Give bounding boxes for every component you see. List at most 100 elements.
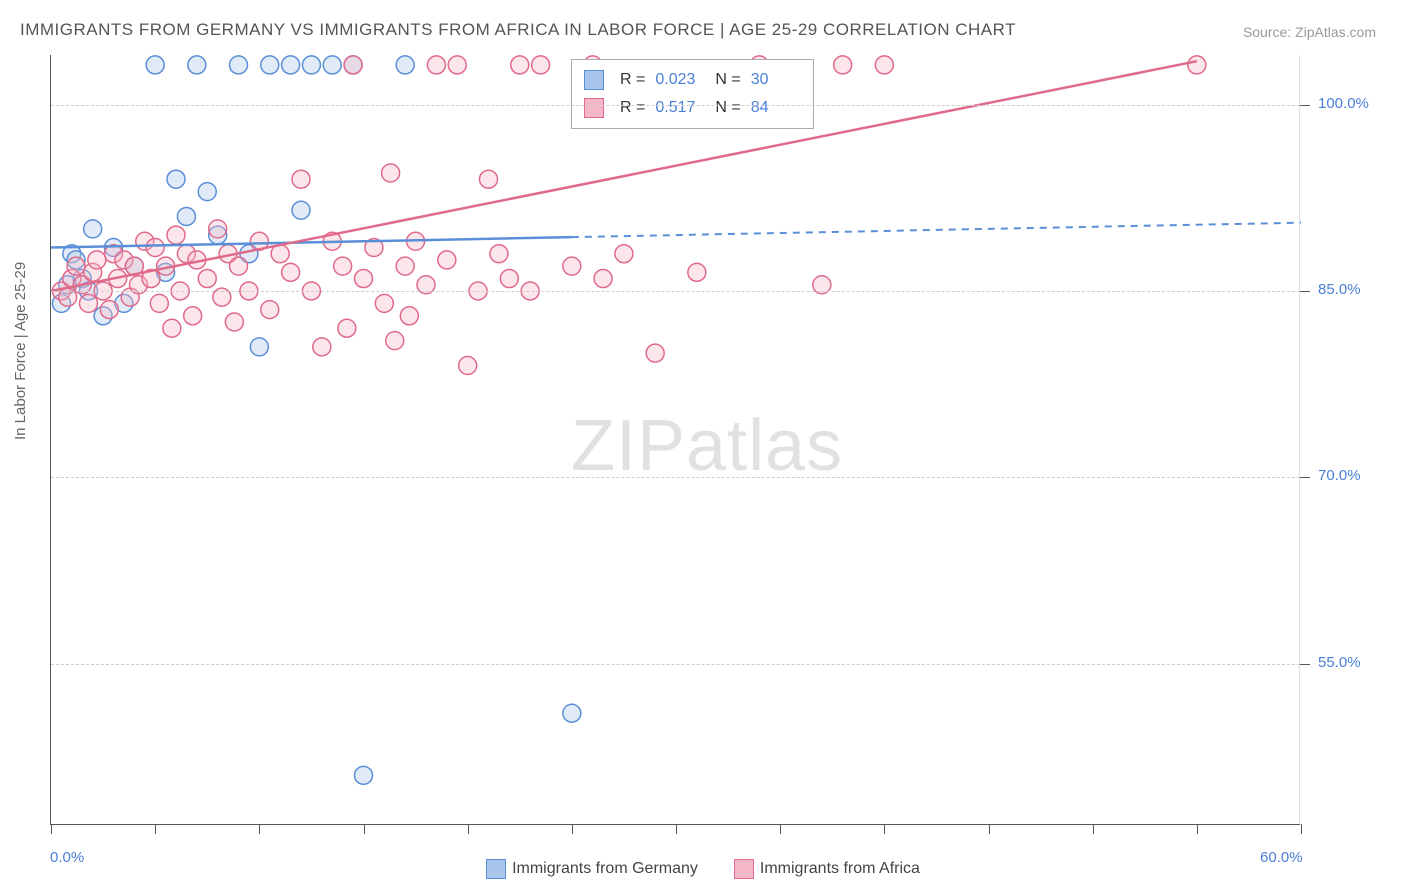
scatter-point: [532, 56, 550, 74]
scatter-point: [80, 294, 98, 312]
plot-svg: [51, 55, 1300, 824]
scatter-point: [100, 301, 118, 319]
y-tick-mark: [1300, 664, 1310, 665]
scatter-point: [594, 270, 612, 288]
trend-line-dashed: [572, 223, 1301, 237]
scatter-point: [167, 170, 185, 188]
scatter-point: [67, 257, 85, 275]
scatter-point: [396, 257, 414, 275]
scatter-point: [480, 170, 498, 188]
scatter-point: [282, 56, 300, 74]
stats-legend-row: R = 0.023 N = 30: [584, 66, 801, 94]
scatter-point: [490, 245, 508, 263]
plot-area: ZIPatlas R =0.023N =30R =0.517N =84: [50, 55, 1300, 825]
scatter-point: [225, 313, 243, 331]
scatter-point: [355, 270, 373, 288]
scatter-point: [646, 344, 664, 362]
scatter-point: [334, 257, 352, 275]
scatter-point: [323, 56, 341, 74]
r-value: 0.023: [655, 66, 705, 94]
x-tick-mark: [989, 824, 990, 834]
x-tick-mark: [780, 824, 781, 834]
y-tick-mark: [1300, 105, 1310, 106]
scatter-point: [1188, 56, 1206, 74]
scatter-point: [282, 263, 300, 281]
scatter-point: [302, 56, 320, 74]
x-tick-label: 60.0%: [1260, 849, 1303, 866]
r-label: R =: [620, 66, 645, 94]
gridline: [51, 664, 1300, 665]
y-tick-label: 100.0%: [1318, 95, 1369, 112]
scatter-point: [338, 319, 356, 337]
y-tick-label: 85.0%: [1318, 281, 1361, 298]
gridline: [51, 291, 1300, 292]
y-tick-mark: [1300, 477, 1310, 478]
scatter-point: [459, 356, 477, 374]
n-value: 30: [751, 66, 801, 94]
scatter-point: [230, 56, 248, 74]
scatter-point: [834, 56, 852, 74]
scatter-point: [163, 319, 181, 337]
scatter-point: [382, 164, 400, 182]
x-tick-mark: [572, 824, 573, 834]
source-attribution: Source: ZipAtlas.com: [1243, 24, 1376, 40]
y-tick-mark: [1300, 291, 1310, 292]
scatter-point: [313, 338, 331, 356]
scatter-point: [396, 56, 414, 74]
legend-swatch: [584, 98, 604, 118]
scatter-point: [427, 56, 445, 74]
scatter-point: [400, 307, 418, 325]
scatter-point: [875, 56, 893, 74]
x-tick-label: 0.0%: [50, 849, 84, 866]
scatter-point: [209, 220, 227, 238]
scatter-point: [438, 251, 456, 269]
legend-swatch: [486, 859, 506, 879]
x-tick-mark: [51, 824, 52, 834]
scatter-point: [261, 301, 279, 319]
scatter-point: [198, 183, 216, 201]
n-label: N =: [715, 66, 740, 94]
scatter-point: [167, 226, 185, 244]
bottom-legend-item: Immigrants from Germany: [486, 859, 698, 879]
scatter-point: [292, 201, 310, 219]
bottom-legend: Immigrants from Germany Immigrants from A…: [0, 859, 1406, 884]
scatter-point: [688, 263, 706, 281]
x-tick-mark: [468, 824, 469, 834]
n-label: N =: [715, 94, 740, 122]
x-tick-mark: [1093, 824, 1094, 834]
scatter-point: [448, 56, 466, 74]
bottom-legend-item: Immigrants from Africa: [734, 859, 920, 879]
scatter-point: [150, 294, 168, 312]
scatter-point: [292, 170, 310, 188]
scatter-point: [177, 207, 195, 225]
chart-container: IMMIGRANTS FROM GERMANY VS IMMIGRANTS FR…: [0, 0, 1406, 892]
chart-title: IMMIGRANTS FROM GERMANY VS IMMIGRANTS FR…: [20, 20, 1016, 40]
scatter-point: [563, 704, 581, 722]
x-tick-mark: [259, 824, 260, 834]
legend-swatch: [584, 70, 604, 90]
gridline: [51, 105, 1300, 106]
legend-label: Immigrants from Germany: [512, 860, 698, 878]
scatter-point: [188, 56, 206, 74]
scatter-point: [375, 294, 393, 312]
legend-label: Immigrants from Africa: [760, 860, 920, 878]
scatter-point: [511, 56, 529, 74]
scatter-point: [146, 239, 164, 257]
x-tick-mark: [1301, 824, 1302, 834]
scatter-point: [88, 251, 106, 269]
scatter-point: [146, 56, 164, 74]
scatter-point: [615, 245, 633, 263]
r-label: R =: [620, 94, 645, 122]
stats-legend: R =0.023N =30R =0.517N =84: [571, 59, 814, 129]
legend-swatch: [734, 859, 754, 879]
scatter-point: [500, 270, 518, 288]
scatter-point: [344, 56, 362, 74]
scatter-point: [198, 270, 216, 288]
gridline: [51, 477, 1300, 478]
x-tick-mark: [884, 824, 885, 834]
x-tick-mark: [155, 824, 156, 834]
scatter-point: [261, 56, 279, 74]
x-tick-mark: [364, 824, 365, 834]
scatter-point: [250, 338, 268, 356]
scatter-point: [184, 307, 202, 325]
